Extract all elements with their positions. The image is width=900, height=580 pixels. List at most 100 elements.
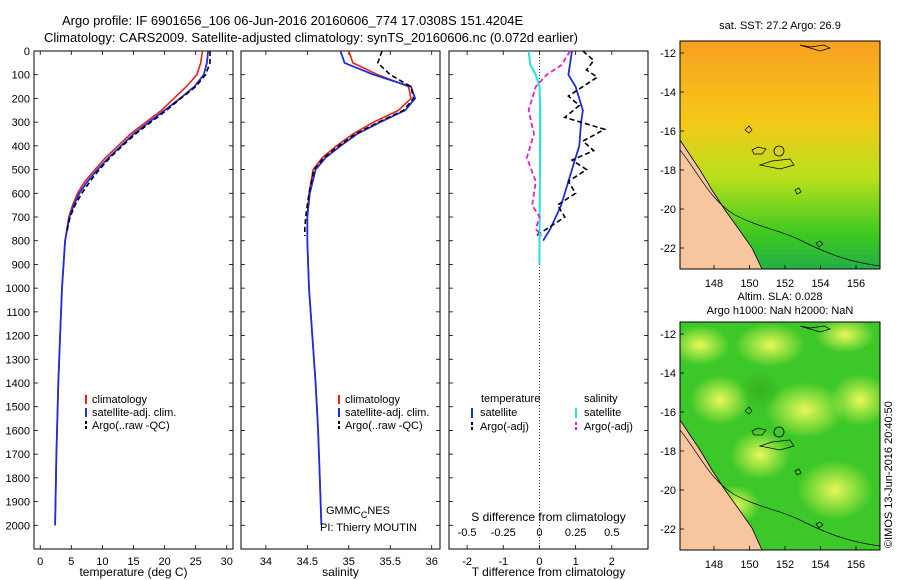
x-tick-label: 25 <box>190 556 202 568</box>
legend-entry: satellite-adj. clim. <box>92 407 176 419</box>
map-x-tick-label: 154 <box>811 559 829 571</box>
y-tick-label: 1900 <box>6 497 30 509</box>
map-x-tick-label: 150 <box>740 278 758 290</box>
series-line-satellite-adj-clim- <box>306 50 417 526</box>
pi-label: PI: Thierry MOUTIN <box>320 522 417 534</box>
y-tick-label: 900 <box>12 259 30 271</box>
map-title: Altim. SLA: 0.028 <box>738 291 823 303</box>
series-line-climatology <box>54 50 204 526</box>
map-x-tick-label: 156 <box>847 559 865 571</box>
series-line-argo-raw-qc- <box>303 50 415 236</box>
series-line-t-satellite <box>542 50 584 242</box>
panel-temperature: 0100200300400500600700800900100011001200… <box>6 46 234 579</box>
map-y-tick-label: -22 <box>660 524 676 536</box>
header-line1: Argo profile: IF 6901656_106 06-Jun-2016… <box>62 13 524 28</box>
map-x-tick-label: 156 <box>847 278 865 290</box>
top-x-tick-label: -0.25 <box>491 527 516 539</box>
map-y-tick-label: -22 <box>660 243 676 255</box>
x-tick-label: 36 <box>426 556 438 568</box>
top-x-tick-label: -0.5 <box>458 527 477 539</box>
x-tick-label: 34 <box>260 556 272 568</box>
x-axis-label: T difference from climatology <box>472 565 626 579</box>
y-tick-label: 1200 <box>6 331 30 343</box>
legend-header-temperature: temperature <box>481 393 540 405</box>
gmmc-label: GMMCCNES <box>326 505 390 520</box>
x-tick-label: 0 <box>536 556 542 568</box>
x-tick-label: 35 <box>343 556 355 568</box>
sla-land <box>680 420 762 550</box>
series-line-s-satellite <box>527 50 542 265</box>
legend-entry: climatology <box>345 394 401 406</box>
y-tick-label: 600 <box>12 188 30 200</box>
y-tick-label: 1400 <box>6 378 30 390</box>
series-line-satellite-adj-clim- <box>54 50 209 526</box>
legend-entry: Argo(..raw -QC) <box>345 420 423 432</box>
legend-entry: Argo(-adj) <box>584 421 633 433</box>
y-tick-label: 800 <box>12 236 30 248</box>
x-axis-label: temperature (deg C) <box>79 565 187 579</box>
top-x-axis-label: S difference from climatology <box>471 510 626 524</box>
x-tick-label: 10 <box>96 556 108 568</box>
x-tick-label: 5 <box>68 556 74 568</box>
y-tick-label: 300 <box>12 117 30 129</box>
legend-entry: satellite-adj. clim. <box>345 407 429 419</box>
header-line2: Climatology: CARS2009. Satellite-adjuste… <box>44 30 579 45</box>
panel-salinity: 34 34.5 35 35.5 36 salinity climatologysatelli… <box>240 50 441 579</box>
y-tick-label: 200 <box>12 93 30 105</box>
x-tick-label: 34.5 <box>297 556 318 568</box>
map-x-tick-label: 152 <box>776 278 794 290</box>
panel-differences: -2 -1 0 1 2T difference from climatology S di… <box>448 50 649 579</box>
map-x-tick-label: 148 <box>705 278 723 290</box>
y-tick-label: 700 <box>12 212 30 224</box>
top-x-tick-label: 0.25 <box>565 527 586 539</box>
x-tick-label: 2 <box>609 556 615 568</box>
legend-entry: Argo(-adj) <box>480 421 529 433</box>
x-tick-label: 0 <box>37 556 43 568</box>
plot-frame <box>448 50 649 550</box>
credit-label: ©IMOS 13-Jun-2016 20:40:50 <box>883 401 895 548</box>
legend-entry: satellite <box>584 407 621 419</box>
legend-header-salinity: salinity <box>584 393 618 405</box>
y-tick-label: 500 <box>12 165 30 177</box>
series-line-s-argo-adj- <box>525 50 571 237</box>
map-y-tick-label: -12 <box>660 329 676 341</box>
map-y-tick-label: -14 <box>660 368 676 380</box>
y-tick-label: 1000 <box>6 283 30 295</box>
x-tick-label: 35.5 <box>380 556 401 568</box>
y-tick-label: 1300 <box>6 354 30 366</box>
top-x-tick-label: 0 <box>536 527 542 539</box>
y-tick-label: 1100 <box>6 307 30 319</box>
x-axis-label: salinity <box>322 565 359 579</box>
map-x-tick-label: 150 <box>740 559 758 571</box>
y-tick-label: 1800 <box>6 473 30 485</box>
map-y-tick-label: -18 <box>660 165 676 177</box>
x-tick-label: 30 <box>221 556 233 568</box>
map-y-tick-label: -20 <box>660 204 676 216</box>
series-line-climatology <box>306 50 412 526</box>
x-tick-label: -2 <box>462 556 472 568</box>
sst-map <box>679 40 881 270</box>
map-x-tick-label: 154 <box>811 278 829 290</box>
map-y-tick-label: -20 <box>660 485 676 497</box>
x-tick-label: 15 <box>127 556 139 568</box>
map-y-tick-label: -16 <box>660 407 676 419</box>
y-tick-label: 1600 <box>6 425 30 437</box>
x-tick-label: -1 <box>498 556 508 568</box>
y-tick-label: 2000 <box>6 520 30 532</box>
x-tick-label: 20 <box>158 556 170 568</box>
map-x-tick-label: 152 <box>776 559 794 571</box>
plot-frame <box>33 50 234 550</box>
y-tick-label: 1700 <box>6 449 30 461</box>
map-y-tick-label: -18 <box>660 446 676 458</box>
x-tick-label: 1 <box>573 556 579 568</box>
y-tick-label: 0 <box>24 46 30 58</box>
legend-entry: satellite <box>480 407 517 419</box>
map-y-tick-label: -14 <box>660 87 676 99</box>
sla-map <box>679 321 881 551</box>
map-y-tick-label: -16 <box>660 126 676 138</box>
map-title: sat. SST: 27.2 Argo: 26.9 <box>719 20 841 32</box>
map-y-tick-label: -12 <box>660 48 676 60</box>
map-x-tick-label: 148 <box>705 559 723 571</box>
plot-frame <box>240 50 441 550</box>
